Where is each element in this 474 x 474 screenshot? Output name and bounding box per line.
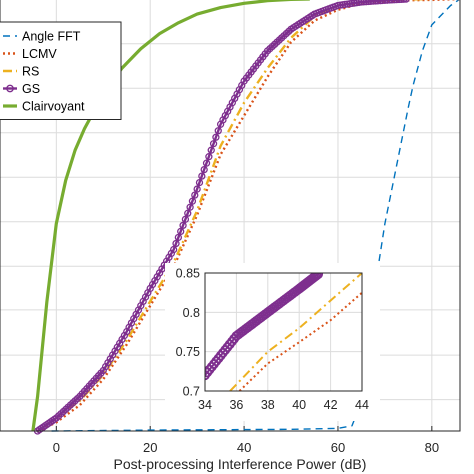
gs-marker xyxy=(402,0,410,3)
gs-marker xyxy=(390,0,398,4)
legend-label: Clairvoyant xyxy=(22,100,85,114)
gs-marker xyxy=(186,203,194,211)
gs-marker xyxy=(383,0,391,4)
inset-y-tick-label: 0.8 xyxy=(183,306,200,320)
gs-marker xyxy=(200,165,208,174)
x-tick-label: 20 xyxy=(143,440,157,455)
legend-label: RS xyxy=(22,65,39,79)
gs-marker xyxy=(385,0,394,4)
plot-frame xyxy=(0,0,461,432)
gs-marker xyxy=(191,191,199,199)
inset-series-group xyxy=(205,273,362,391)
gs-marker xyxy=(207,146,215,154)
inset-gs-marker xyxy=(310,273,321,282)
inset-x-tick-label: 42 xyxy=(324,398,338,412)
legend-label: Angle FFT xyxy=(22,30,81,44)
x-tick-label: 40 xyxy=(237,440,251,455)
legend-label: GS xyxy=(22,82,40,96)
gs-marker xyxy=(374,0,382,5)
inset-x-tick-label: 44 xyxy=(355,398,369,412)
legend: Angle FFT LCMV RS GS Clairvoyant xyxy=(0,21,122,120)
inset-x-tick-label: 36 xyxy=(229,398,243,412)
gs-marker xyxy=(209,140,218,148)
gs-marker xyxy=(193,185,201,193)
inset-gs-marker xyxy=(313,273,324,280)
gs-marker xyxy=(371,0,380,5)
inset-y-tick-label: 0.7 xyxy=(183,385,200,399)
gs-marker xyxy=(378,0,387,5)
gs-marker xyxy=(188,197,197,205)
x-tick-labels: 0 20 40 60 80 xyxy=(53,440,439,455)
gs-marker xyxy=(353,0,361,7)
main-series-group xyxy=(31,0,461,435)
gs-marker xyxy=(205,153,213,161)
gs-marker xyxy=(177,227,185,236)
gs-marker xyxy=(381,0,389,4)
inset-x-tick-label: 40 xyxy=(292,398,306,412)
inset-x-tick-label: 38 xyxy=(261,398,275,412)
gs-marker xyxy=(355,0,363,7)
x-tick-label: 0 xyxy=(53,440,60,455)
x-tick-label: 60 xyxy=(331,440,345,455)
inset-series-lcmv xyxy=(238,291,362,391)
gs-marker xyxy=(369,0,377,5)
gs-marker xyxy=(214,127,222,135)
inset-y-tick-label: 0.85 xyxy=(176,267,200,281)
gs-marker xyxy=(364,0,373,6)
inset-y-tick-label: 0.75 xyxy=(176,345,200,359)
gs-marker xyxy=(202,159,211,167)
series-line-clairvoyant xyxy=(31,0,310,432)
legend-label: LCMV xyxy=(22,47,57,61)
gs-marker xyxy=(376,0,384,5)
gs-marker xyxy=(360,0,368,6)
gs-marker xyxy=(362,0,370,6)
gs-marker xyxy=(174,233,183,242)
gs-marker xyxy=(395,0,403,4)
gs-marker xyxy=(212,133,220,141)
inset-zoom-plot: 34 36 38 40 42 44 0.7 0.75 0.8 0.85 xyxy=(165,263,380,421)
gs-marker xyxy=(198,172,206,180)
gs-marker xyxy=(388,0,396,4)
gs-marker xyxy=(393,0,401,4)
gs-marker xyxy=(397,0,405,4)
gs-marker xyxy=(367,0,375,5)
gs-marker xyxy=(181,215,190,223)
gs-marker xyxy=(170,245,178,254)
legend-box xyxy=(0,21,122,120)
gs-marker xyxy=(179,221,187,230)
gs-marker xyxy=(400,0,408,3)
inset-x-tick-label: 34 xyxy=(198,398,212,412)
gs-marker xyxy=(195,178,204,187)
gs-marker xyxy=(172,239,180,248)
inset-frame xyxy=(204,272,363,392)
legend-marker xyxy=(6,84,14,93)
x-axis-title: Post-processing Interference Power (dB) xyxy=(114,456,367,472)
x-tick-label: 80 xyxy=(425,440,439,455)
gs-marker xyxy=(357,0,366,6)
gs-marker xyxy=(184,209,192,217)
inset-gs-marker xyxy=(311,273,322,281)
